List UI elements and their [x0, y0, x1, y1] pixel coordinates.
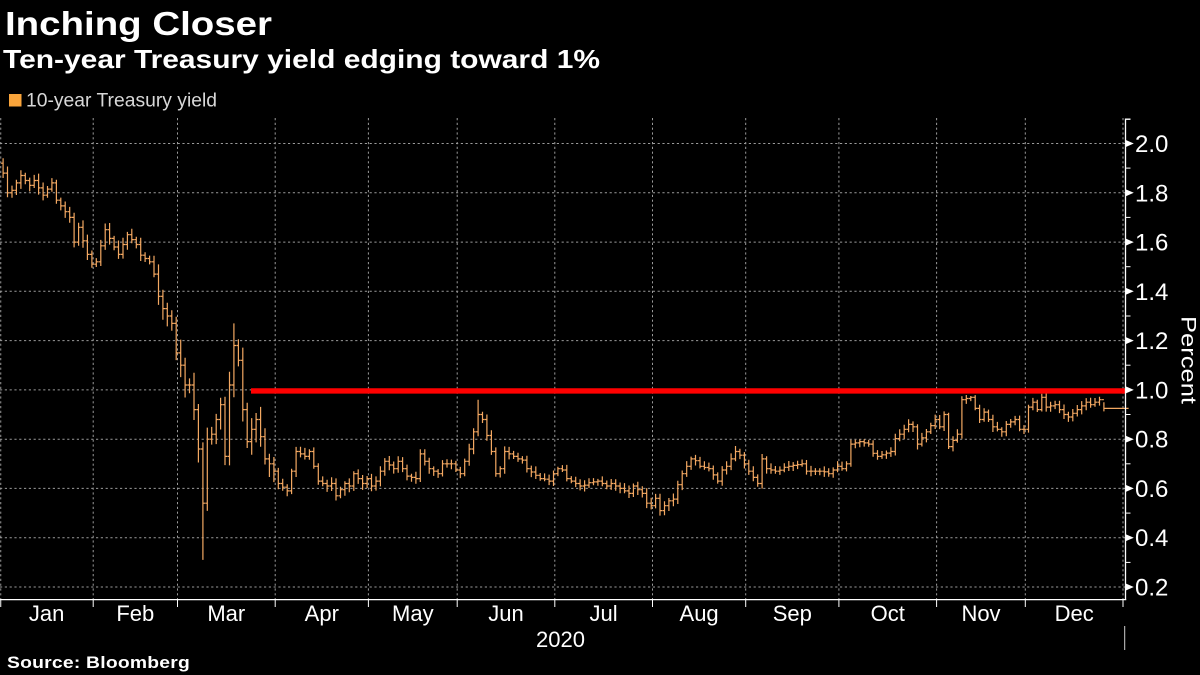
svg-text:1.6: 1.6 — [1135, 230, 1168, 257]
svg-text:2.0: 2.0 — [1135, 131, 1168, 158]
svg-text:Feb: Feb — [116, 601, 154, 626]
svg-text:Oct: Oct — [871, 601, 905, 626]
svg-text:Source: Bloomberg: Source: Bloomberg — [7, 653, 190, 672]
svg-text:1.4: 1.4 — [1135, 279, 1168, 306]
svg-text:1.8: 1.8 — [1135, 180, 1168, 207]
svg-text:Dec: Dec — [1055, 601, 1094, 626]
svg-text:Aug: Aug — [680, 601, 719, 626]
svg-text:0.6: 0.6 — [1135, 476, 1168, 503]
svg-text:Mar: Mar — [207, 601, 245, 626]
svg-text:Jan: Jan — [29, 601, 64, 626]
svg-text:Jun: Jun — [488, 601, 523, 626]
svg-text:May: May — [392, 601, 434, 626]
svg-text:0.4: 0.4 — [1135, 525, 1168, 552]
svg-text:Ten-year Treasury yield edging: Ten-year Treasury yield edging toward 1% — [3, 44, 600, 74]
svg-text:Inching Closer: Inching Closer — [5, 5, 272, 42]
svg-text:1.2: 1.2 — [1135, 328, 1168, 355]
svg-text:Nov: Nov — [961, 601, 1000, 626]
svg-text:0.2: 0.2 — [1135, 575, 1168, 602]
svg-text:1.0: 1.0 — [1135, 377, 1168, 404]
svg-text:2020: 2020 — [536, 627, 585, 652]
svg-text:10-year Treasury yield: 10-year Treasury yield — [26, 91, 217, 112]
svg-text:0.8: 0.8 — [1135, 427, 1168, 454]
svg-text:Percent: Percent — [1177, 316, 1200, 404]
svg-text:Apr: Apr — [305, 601, 339, 626]
svg-text:Sep: Sep — [773, 601, 812, 626]
svg-text:Jul: Jul — [590, 601, 618, 626]
